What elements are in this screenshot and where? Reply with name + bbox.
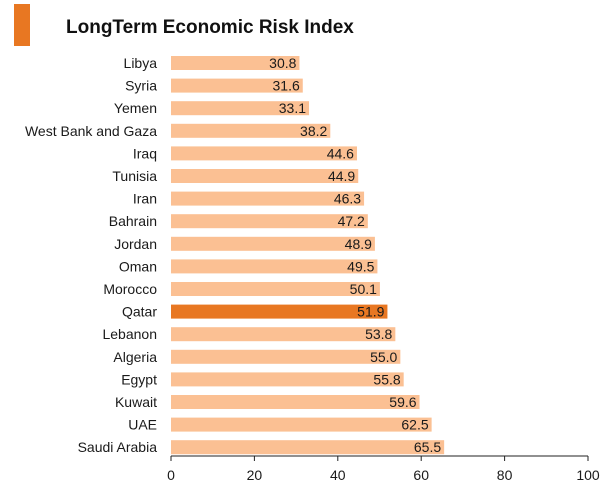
data-label: 51.9 <box>357 304 384 320</box>
data-label: 59.6 <box>389 394 416 410</box>
x-tick-label: 0 <box>167 467 175 483</box>
category-label: Iraq <box>133 145 157 161</box>
bar <box>171 236 375 251</box>
data-label: 50.1 <box>350 281 377 297</box>
data-label: 38.2 <box>300 123 327 139</box>
data-label: 31.6 <box>273 78 300 94</box>
bar <box>171 349 401 364</box>
category-label: Morocco <box>103 281 157 297</box>
category-label: Egypt <box>121 371 157 387</box>
x-tick-label: 100 <box>576 467 600 483</box>
x-tick-label: 40 <box>330 467 346 483</box>
data-label: 33.1 <box>279 100 306 116</box>
bar <box>171 327 396 342</box>
category-label: Oman <box>119 258 157 274</box>
data-label: 44.9 <box>328 168 355 184</box>
x-tick-label: 60 <box>413 467 429 483</box>
category-label: Libya <box>124 55 158 71</box>
bar <box>171 372 404 387</box>
data-label: 49.5 <box>347 258 374 274</box>
category-label: Bahrain <box>109 213 157 229</box>
data-label: 44.6 <box>327 145 354 161</box>
bar <box>171 78 303 93</box>
x-tick-label: 20 <box>247 467 263 483</box>
bar <box>171 56 300 70</box>
title-accent-bar <box>14 4 30 46</box>
bar <box>171 214 368 229</box>
category-label: Yemen <box>114 100 157 116</box>
chart-title: LongTerm Economic Risk Index <box>66 17 354 38</box>
bar <box>171 146 357 161</box>
category-label: Qatar <box>122 304 157 320</box>
category-label: Lebanon <box>102 326 157 342</box>
category-label: Syria <box>125 78 157 94</box>
x-tick-label: 80 <box>497 467 513 483</box>
bar <box>171 123 331 138</box>
category-label: West Bank and Gaza <box>25 123 157 139</box>
bar <box>171 395 420 409</box>
data-label: 48.9 <box>345 236 372 252</box>
category-label: Algeria <box>113 349 157 365</box>
bar <box>171 282 380 296</box>
bar <box>171 259 378 274</box>
data-label: 55.8 <box>373 371 400 387</box>
data-label: 46.3 <box>334 191 361 207</box>
data-label: 62.5 <box>401 417 428 433</box>
category-label: Kuwait <box>115 394 157 410</box>
data-label: 30.8 <box>269 55 296 71</box>
category-label: Tunisia <box>112 168 157 184</box>
data-label: 55.0 <box>370 349 397 365</box>
category-label: UAE <box>128 417 157 433</box>
bar <box>171 191 365 206</box>
bar-highlight <box>171 304 388 319</box>
category-label: Saudi Arabia <box>78 439 158 455</box>
data-label: 47.2 <box>338 213 365 229</box>
bar <box>171 440 445 455</box>
data-label: 65.5 <box>414 439 441 455</box>
bar <box>171 169 359 183</box>
data-label: 53.8 <box>365 326 392 342</box>
category-label: Jordan <box>114 236 157 252</box>
bar <box>171 101 310 116</box>
category-label: Iran <box>133 191 157 207</box>
bar <box>171 417 432 432</box>
